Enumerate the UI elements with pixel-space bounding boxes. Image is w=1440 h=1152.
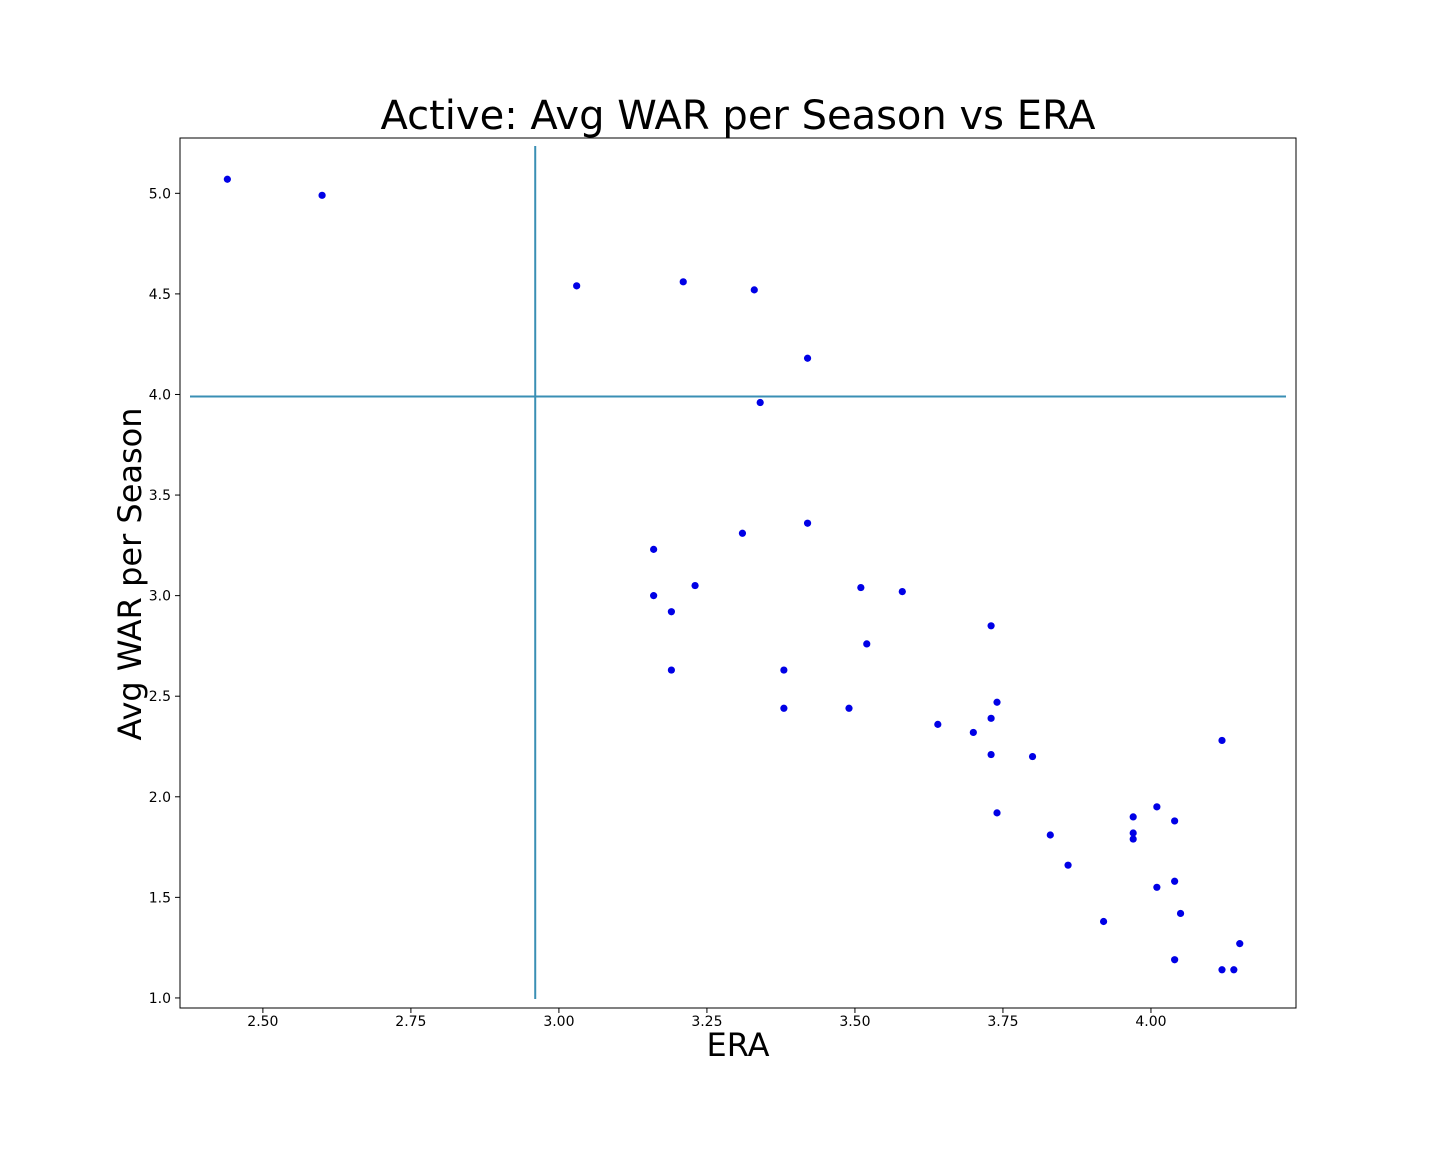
data-point xyxy=(987,622,995,630)
data-point xyxy=(679,278,687,286)
data-point xyxy=(1218,966,1226,974)
data-point xyxy=(756,398,764,407)
data-point xyxy=(1236,940,1244,948)
x-axis-label: ERA xyxy=(706,1026,769,1064)
x-tick-label: 4.00 xyxy=(1135,1014,1166,1030)
plot-frame xyxy=(179,137,1297,1009)
data-point xyxy=(1218,736,1226,745)
data-point xyxy=(863,640,871,648)
data-point xyxy=(667,666,675,674)
data-point xyxy=(223,175,231,183)
y-tick-label: 4.5 xyxy=(149,287,171,303)
data-point xyxy=(573,282,581,290)
data-point xyxy=(1171,877,1179,885)
data-point xyxy=(993,809,1001,817)
data-point xyxy=(1046,831,1054,839)
data-point xyxy=(750,286,758,294)
data-point xyxy=(1230,966,1238,974)
y-tick-label: 1.0 xyxy=(149,991,171,1007)
data-point xyxy=(650,545,658,553)
x-tick-label: 2.50 xyxy=(247,1014,278,1030)
x-tick-label: 3.75 xyxy=(987,1014,1018,1030)
data-point xyxy=(803,519,812,527)
data-point xyxy=(1153,803,1161,811)
data-point xyxy=(1171,956,1179,964)
data-point xyxy=(1099,917,1108,926)
chart-title: Active: Avg WAR per Season vs ERA xyxy=(380,93,1096,139)
data-point xyxy=(1153,883,1161,891)
data-point xyxy=(780,704,788,712)
data-point xyxy=(857,583,865,592)
y-tick-label: 3.5 xyxy=(149,488,171,504)
data-point xyxy=(803,354,812,362)
data-point xyxy=(987,750,995,759)
y-tick-label: 4.0 xyxy=(149,387,171,403)
data-point xyxy=(667,608,675,616)
data-point xyxy=(934,720,942,728)
data-point xyxy=(987,714,995,722)
data-point xyxy=(1129,835,1137,843)
x-tick-label: 3.50 xyxy=(839,1014,870,1030)
y-axis-label: Avg WAR per Season xyxy=(111,407,149,740)
data-point xyxy=(318,191,326,199)
data-point xyxy=(1176,909,1185,918)
y-tick-label: 1.5 xyxy=(149,890,171,906)
data-point xyxy=(1028,752,1037,761)
data-point xyxy=(845,704,853,712)
data-point xyxy=(1129,829,1137,837)
data-point xyxy=(780,666,788,674)
x-axis-ticks: 2.50 2.75 3.00 3.25 3.50 3.75 4.00 xyxy=(247,1008,1167,1030)
y-tick-label: 2.0 xyxy=(149,790,171,806)
data-point xyxy=(993,698,1001,706)
data-point xyxy=(1064,861,1072,869)
data-point xyxy=(650,592,658,600)
y-tick-label: 2.5 xyxy=(149,689,171,705)
data-point xyxy=(1129,813,1137,821)
x-tick-label: 2.75 xyxy=(395,1014,426,1030)
x-tick-label: 3.00 xyxy=(543,1014,574,1030)
y-tick-label: 5.0 xyxy=(149,186,171,202)
data-point xyxy=(1171,817,1179,825)
x-tick-label: 3.25 xyxy=(691,1014,722,1030)
data-point xyxy=(969,728,977,737)
plot-area xyxy=(179,137,1297,1009)
y-axis-ticks: 1.0 1.5 2.0 2.5 3.0 3.5 4.0 4.5 5.0 xyxy=(149,186,180,1007)
y-tick-label: 3.0 xyxy=(149,589,171,605)
data-point xyxy=(738,529,747,537)
data-point xyxy=(691,581,699,590)
data-point xyxy=(898,588,906,596)
